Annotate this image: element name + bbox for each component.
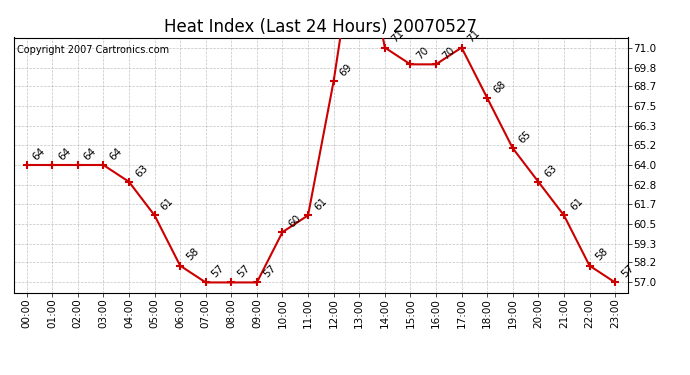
Text: Copyright 2007 Cartronics.com: Copyright 2007 Cartronics.com: [17, 45, 169, 55]
Text: 58: 58: [593, 246, 610, 263]
Text: 57: 57: [210, 263, 226, 280]
Text: 71: 71: [466, 28, 482, 45]
Text: 64: 64: [82, 146, 99, 162]
Text: 57: 57: [619, 263, 635, 280]
Text: 68: 68: [491, 79, 508, 95]
Text: 64: 64: [108, 146, 124, 162]
Text: 70: 70: [440, 45, 457, 62]
Text: 69: 69: [338, 62, 354, 78]
Text: 57: 57: [261, 263, 277, 280]
Text: 65: 65: [517, 129, 533, 146]
Text: 71: 71: [389, 28, 406, 45]
Text: 63: 63: [133, 162, 150, 179]
Text: 64: 64: [31, 146, 47, 162]
Text: 58: 58: [184, 246, 201, 263]
Text: 57: 57: [235, 263, 252, 280]
Text: 60: 60: [286, 213, 303, 230]
Text: 64: 64: [57, 146, 72, 162]
Title: Heat Index (Last 24 Hours) 20070527: Heat Index (Last 24 Hours) 20070527: [164, 18, 477, 36]
Text: 61: 61: [159, 196, 175, 213]
Text: 61: 61: [312, 196, 328, 213]
Text: 70: 70: [415, 45, 431, 62]
Text: 61: 61: [568, 196, 584, 213]
Text: 79: 79: [0, 374, 1, 375]
Text: 63: 63: [542, 162, 559, 179]
